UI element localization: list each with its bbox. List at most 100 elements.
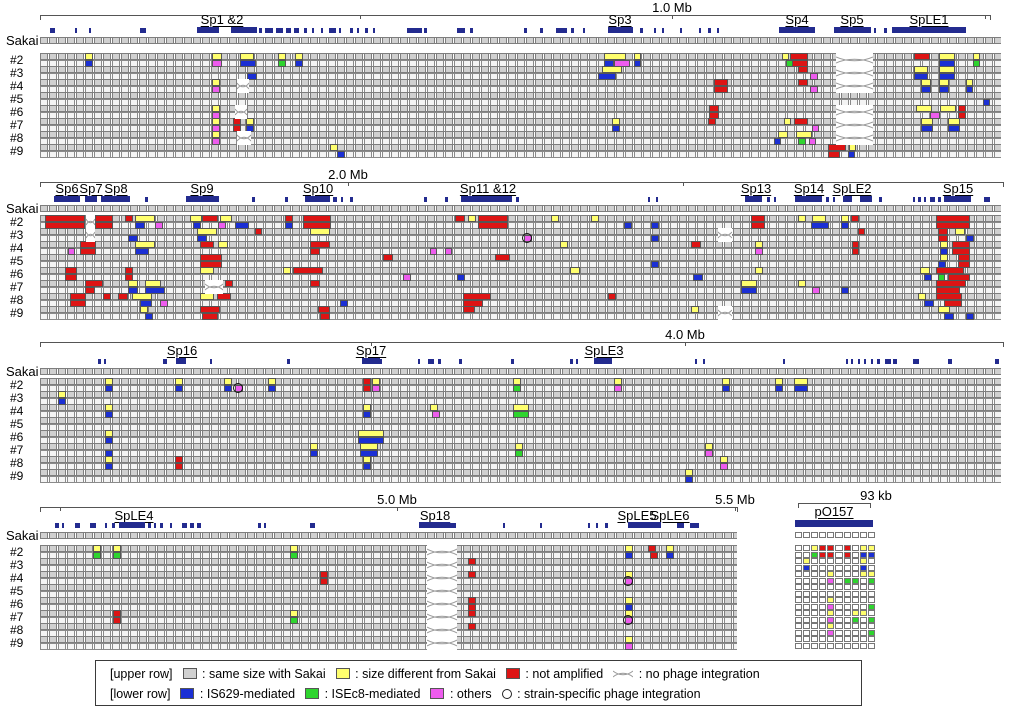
plasmid-cell xyxy=(803,617,811,623)
region-box xyxy=(779,27,815,33)
scale-tick xyxy=(735,507,736,511)
result-cell-upper xyxy=(103,293,111,300)
result-cell-lower xyxy=(958,261,970,268)
plasmid-cell xyxy=(795,578,803,584)
gene-marker xyxy=(503,523,505,528)
result-cell-upper xyxy=(914,53,930,60)
result-cell-lower xyxy=(944,300,962,307)
result-cell-upper xyxy=(463,293,491,300)
result-cell-upper xyxy=(200,293,214,300)
result-cell-upper xyxy=(290,610,298,617)
result-cell-upper xyxy=(796,131,812,138)
plasmid-strain-lower-row xyxy=(795,591,875,597)
result-cell-lower xyxy=(290,617,298,624)
plasmid-cell xyxy=(867,532,875,538)
plasmid-cell xyxy=(835,604,843,610)
strain-upper-row xyxy=(40,144,1001,151)
gene-marker xyxy=(140,28,146,33)
plasmid-cell xyxy=(851,623,859,629)
result-cell-lower xyxy=(113,617,121,624)
region-box xyxy=(843,196,852,202)
gene-marker xyxy=(160,523,163,528)
region-box xyxy=(944,196,971,202)
result-cell-upper xyxy=(85,280,103,287)
result-cell-lower xyxy=(218,222,226,229)
result-cell-upper xyxy=(591,215,599,222)
region-box xyxy=(362,358,380,364)
result-cell-upper xyxy=(468,597,476,604)
legend-swatch-blue xyxy=(180,688,195,699)
plasmid-cell xyxy=(859,630,867,636)
gene-marker xyxy=(695,359,697,364)
result-cell-upper xyxy=(790,53,808,60)
result-cell-upper xyxy=(65,267,77,274)
no-phage-integration-gap xyxy=(236,79,250,93)
plasmid-cell xyxy=(859,578,867,584)
result-cell-upper xyxy=(920,267,930,274)
gene-marker xyxy=(50,28,55,33)
plasmid-cell xyxy=(827,545,835,551)
plasmid-ruler-end-tick xyxy=(870,503,871,508)
gene-marker xyxy=(924,197,926,202)
plasmid-cell xyxy=(803,532,811,538)
result-cell-upper xyxy=(290,545,298,552)
result-cell-upper xyxy=(128,280,138,287)
region-box xyxy=(608,27,633,33)
plasmid-cell xyxy=(795,610,803,616)
strain-label: #6 xyxy=(10,430,24,444)
strain-label: #7 xyxy=(10,443,24,457)
plasmid-cell xyxy=(827,552,835,558)
result-cell-upper xyxy=(430,404,438,411)
result-cell-upper xyxy=(200,306,220,313)
gene-marker xyxy=(365,28,368,33)
result-cell-upper xyxy=(363,404,371,411)
plasmid-cell xyxy=(835,571,843,577)
gene-marker xyxy=(55,523,59,528)
plasmid-cell xyxy=(827,623,835,629)
result-cell-upper xyxy=(455,215,465,222)
strain-lower-row xyxy=(40,151,1001,158)
plasmid-cell xyxy=(795,630,803,636)
result-cell-upper xyxy=(212,53,222,60)
result-cell-upper xyxy=(240,53,254,60)
result-cell-lower xyxy=(85,60,93,67)
gene-marker xyxy=(75,28,77,33)
strain-label: #8 xyxy=(10,293,24,307)
strain-upper-row xyxy=(40,623,737,630)
gene-marker xyxy=(373,28,375,33)
no-phage-integration-gap xyxy=(835,131,874,145)
scale-ruler xyxy=(40,342,1003,343)
plasmid-cell xyxy=(867,571,875,577)
strain-upper-row xyxy=(40,306,1001,313)
plasmid-cell xyxy=(859,558,867,564)
result-cell-lower xyxy=(372,385,380,392)
result-cell-lower xyxy=(751,222,765,229)
gene-marker xyxy=(648,197,650,202)
no-phage-integration-gap xyxy=(426,571,458,585)
result-cell-lower xyxy=(812,287,820,294)
plasmid-cell xyxy=(795,571,803,577)
result-cell-lower xyxy=(774,138,781,145)
result-cell-upper xyxy=(105,456,113,463)
scale-ruler-end-tick xyxy=(40,342,41,347)
plasmid-cell xyxy=(819,584,827,590)
result-cell-lower xyxy=(175,385,183,392)
scale-ruler-end-tick xyxy=(737,507,738,512)
plasmid-scale-label: 93 kb xyxy=(860,488,892,503)
region-label: Sp5 xyxy=(840,12,864,27)
strain-label: #5 xyxy=(10,584,24,598)
result-cell-upper xyxy=(955,228,965,235)
strain-upper-row xyxy=(40,228,1001,235)
gene-marker xyxy=(913,197,915,202)
result-cell-upper xyxy=(958,254,970,261)
result-cell-lower xyxy=(625,643,633,650)
region-label: Sp8 xyxy=(104,181,128,196)
strain-specific-circle-icon xyxy=(501,689,512,699)
no-phage-integration-gap xyxy=(85,215,96,229)
result-cell-upper xyxy=(705,443,713,450)
result-cell-upper xyxy=(200,254,222,261)
region-label: Sp3 xyxy=(608,12,632,27)
gene-marker xyxy=(874,28,876,33)
plasmid-cell xyxy=(827,591,835,597)
scale-ruler xyxy=(40,507,737,508)
